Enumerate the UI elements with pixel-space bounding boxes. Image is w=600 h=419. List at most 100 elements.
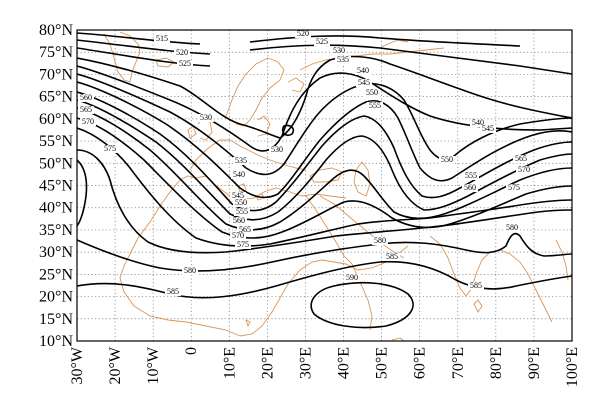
latitude-label: 25°N — [39, 266, 73, 283]
contour-label-background — [234, 208, 250, 216]
latitude-label: 40°N — [39, 200, 73, 217]
contour-label: 540 — [472, 118, 484, 127]
contour-label-background — [269, 146, 285, 154]
contour-labels: 5155205205255255305305305355355405405405… — [78, 29, 532, 296]
latitude-label: 65°N — [39, 89, 73, 106]
contour-label-background — [344, 274, 360, 282]
longitude-label: 60°E — [412, 347, 429, 379]
contour-label: 585 — [167, 287, 179, 296]
latitude-label: 35°N — [39, 222, 73, 239]
contour-label: 560 — [233, 216, 245, 225]
contour-label: 555 — [369, 101, 381, 110]
contour-520-east — [249, 35, 521, 47]
contour-label-background — [230, 192, 246, 200]
longitude-label: 80°E — [488, 347, 505, 379]
contour-525-west — [77, 47, 211, 67]
longitude-label: 70°E — [450, 347, 467, 379]
longitude-label: 20°E — [259, 347, 276, 379]
contour-label-background — [237, 226, 253, 234]
longitude-label: 10°W — [145, 346, 162, 384]
contour-label: 580 — [506, 223, 518, 232]
contour-540 — [77, 73, 572, 176]
contour-label: 540 — [233, 170, 245, 179]
contour-label-background — [235, 241, 251, 249]
contour-label: 555 — [465, 171, 477, 180]
latitude-label: 70°N — [39, 66, 73, 83]
contour-label: 555 — [236, 207, 248, 216]
contour-label: 585 — [470, 281, 482, 290]
longitude-label: 100°E — [564, 347, 581, 387]
contour-label-background — [367, 102, 383, 110]
longitude-label: 50°E — [374, 347, 391, 379]
contour-550 — [77, 91, 572, 212]
contour-label-background — [384, 253, 400, 261]
contour-label: 550 — [441, 155, 453, 164]
contour-label: 575 — [508, 183, 520, 192]
contour-label: 535 — [235, 156, 247, 165]
contour-label-background — [78, 106, 94, 114]
contour-label-background — [198, 114, 214, 122]
contour-label: 575 — [237, 240, 249, 249]
contour-label: 565 — [80, 105, 92, 114]
contour-label: 565 — [239, 225, 251, 234]
contour-label: 575 — [104, 144, 116, 153]
latitude-label: 20°N — [39, 289, 73, 306]
contour-label: 570 — [232, 231, 244, 240]
contour-label: 585 — [386, 252, 398, 261]
longitude-label: 30°E — [297, 347, 314, 379]
contour-label-background — [468, 282, 484, 290]
contour-label: 535 — [337, 55, 349, 64]
contour-label-background — [462, 184, 478, 192]
longitude-label: 40°E — [336, 347, 353, 379]
contour-label: 525 — [179, 59, 191, 68]
contour-555 — [77, 99, 572, 221]
contour-565 — [77, 117, 572, 239]
latitude-labels: 80°N 75°N 70°N 65°N 60°N 55°N 50°N 45°N 40°N 35°N… — [39, 22, 73, 350]
contour-label-background — [233, 157, 249, 165]
contour-label-background — [231, 217, 247, 225]
contour-570 — [77, 127, 572, 247]
contour-575 — [77, 149, 572, 254]
contour-label-background — [331, 47, 347, 55]
contour-label-background — [165, 288, 181, 296]
longitude-label: 30°W — [69, 346, 86, 384]
contour-label-background — [463, 172, 479, 180]
contour-label-background — [355, 67, 371, 75]
contour-label: 570 — [82, 117, 94, 126]
contour-515 — [77, 32, 201, 45]
contour-label-background — [504, 224, 520, 232]
contour-label-background — [356, 79, 372, 87]
contour-label-background — [516, 166, 532, 174]
contour-label-background — [335, 56, 351, 64]
contour-label: 545 — [482, 124, 494, 133]
contour-label-background — [314, 38, 330, 46]
coastlines — [103, 31, 569, 341]
contours — [77, 32, 572, 329]
longitude-label: 20°W — [107, 346, 124, 384]
contour-label: 570 — [518, 165, 530, 174]
contour-label: 560 — [464, 183, 476, 192]
contour-label-background — [513, 155, 529, 163]
contour-label-background — [364, 89, 380, 97]
contour-label-background — [230, 232, 246, 240]
contour-label: 525 — [316, 37, 328, 46]
latitude-label: 45°N — [39, 178, 73, 195]
contour-580 — [77, 232, 572, 272]
contour-label: 520 — [297, 29, 309, 38]
contour-label: 515 — [156, 34, 168, 43]
contour-label-background — [295, 30, 311, 38]
contour-label: 530 — [200, 113, 212, 122]
contour-label-background — [177, 60, 193, 68]
contour-590 — [310, 281, 414, 329]
longitude-labels: 30°W 20°W 10°W 0 10°E 20°E 30°E 40°E 50°E 60°E 70°… — [69, 346, 581, 387]
contour-575-west — [77, 159, 88, 227]
contour-label: 545 — [358, 78, 370, 87]
contour-label-background — [231, 171, 247, 179]
contour-545 — [77, 81, 572, 199]
latitude-label: 30°N — [39, 244, 73, 261]
latitude-label: 50°N — [39, 155, 73, 172]
contour-label-background — [506, 184, 522, 192]
contour-label: 580 — [184, 266, 196, 275]
contour-585 — [77, 260, 572, 299]
